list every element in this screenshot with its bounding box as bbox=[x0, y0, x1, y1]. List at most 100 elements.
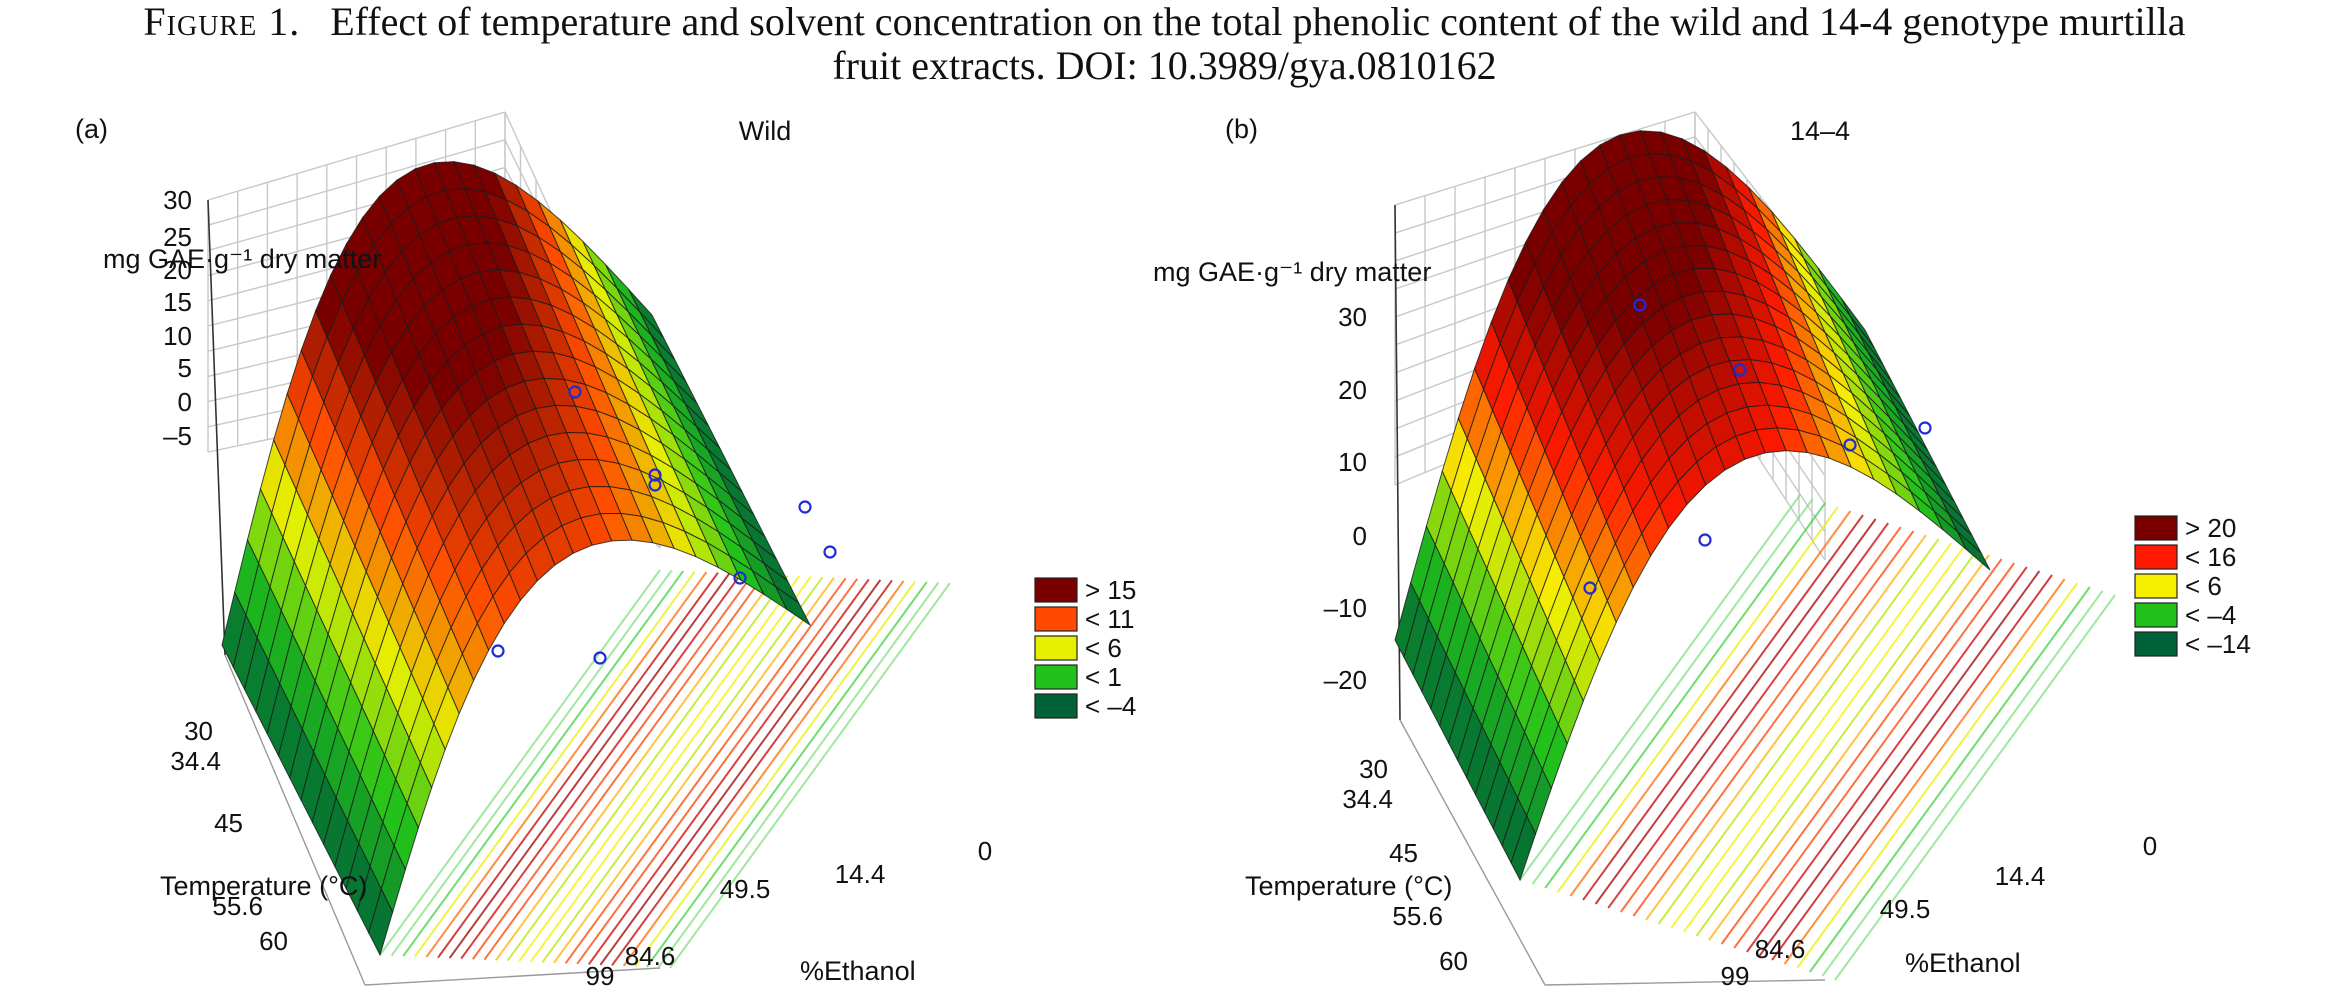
caption-line-1: Effect of temperature and solvent concen… bbox=[330, 0, 2186, 44]
panel-label: (a) bbox=[75, 114, 108, 144]
observed-point bbox=[568, 385, 582, 399]
z-tick-label: 5 bbox=[178, 353, 192, 383]
contour-line bbox=[599, 579, 882, 966]
legend-label: < 6 bbox=[2185, 571, 2222, 601]
legend-swatch bbox=[1034, 693, 1078, 719]
temperature-tick-label: 45 bbox=[1389, 838, 1418, 868]
contour-line bbox=[1695, 550, 1978, 937]
contour-line bbox=[1808, 586, 2091, 973]
contour-line bbox=[448, 572, 731, 959]
legend-label: < 1 bbox=[1085, 662, 1122, 692]
z-tick-label: 0 bbox=[178, 387, 192, 417]
contour-line bbox=[657, 581, 940, 969]
ethanol-tick-label: 49.5 bbox=[1880, 894, 1931, 924]
contour-line bbox=[1783, 578, 2066, 965]
legend-swatch bbox=[1034, 664, 1078, 690]
contour-line bbox=[1645, 534, 1927, 921]
ethanol-tick-label: 14.4 bbox=[1995, 861, 2046, 891]
ethanol-tick-label: 84.6 bbox=[625, 941, 676, 971]
contour-line bbox=[576, 578, 859, 965]
contour-line bbox=[1682, 546, 1965, 933]
legend-swatch bbox=[1034, 577, 1078, 603]
contour-line bbox=[379, 569, 661, 956]
z-tick-label: –20 bbox=[1324, 665, 1367, 695]
contour-line bbox=[1796, 582, 2079, 969]
temperature-axis-line bbox=[1399, 719, 1546, 986]
contour-line bbox=[645, 581, 928, 968]
z-tick-label: –5 bbox=[163, 421, 192, 451]
temperature-tick-label: 34.4 bbox=[1342, 784, 1393, 814]
legend-label: < 16 bbox=[2185, 542, 2236, 572]
observed-point bbox=[648, 478, 662, 492]
contour-line bbox=[1733, 562, 2016, 949]
legend-label: < 11 bbox=[1085, 604, 1134, 634]
contour-line bbox=[437, 572, 719, 959]
contour-line bbox=[518, 575, 801, 962]
contour-line bbox=[611, 579, 893, 966]
contour-line bbox=[1720, 558, 2003, 945]
contour-line bbox=[1582, 514, 1864, 901]
legend-swatch bbox=[1034, 606, 1078, 632]
contour-line bbox=[402, 570, 685, 957]
contour-line bbox=[1544, 502, 1827, 889]
z-tick-label: –10 bbox=[1324, 593, 1367, 623]
observed-point bbox=[1733, 363, 1747, 377]
observed-point bbox=[733, 571, 747, 585]
z-tick-label: 0 bbox=[1353, 521, 1367, 551]
contour-line bbox=[471, 573, 754, 960]
temperature-axis-label: Temperature (°C) bbox=[160, 871, 367, 901]
contour-line bbox=[1569, 510, 1852, 897]
response-surface bbox=[1394, 130, 1991, 882]
contour-line bbox=[506, 575, 789, 962]
panel-genotype-14-4: (b) 14–4 30 20 10 0 –10 –20 mg GAE·g⁻¹ dry matte… bbox=[1153, 111, 2251, 991]
temperature-tick-label: 30 bbox=[184, 716, 213, 746]
legend-label: > 15 bbox=[1085, 575, 1136, 605]
z-tick-label: 30 bbox=[1338, 302, 1367, 332]
floor-contours bbox=[1519, 494, 2116, 981]
ethanol-tick-label: 49.5 bbox=[720, 874, 771, 904]
contour-line bbox=[1531, 498, 1814, 885]
z-tick-label: 25 bbox=[163, 222, 192, 252]
contour-line bbox=[587, 578, 870, 965]
observed-point bbox=[1583, 581, 1597, 595]
legend-swatch bbox=[2134, 602, 2178, 628]
caption-line-2: fruit extracts. DOI: 10.3989/gya.0810162 bbox=[832, 43, 1497, 88]
figure-caption: Figure 1. Effect of temperature and solve… bbox=[0, 0, 2329, 88]
observed-point bbox=[1918, 421, 1932, 435]
observed-point bbox=[1843, 438, 1857, 452]
contour-line bbox=[1771, 574, 2053, 961]
contour-line bbox=[413, 570, 696, 958]
contour-line bbox=[495, 574, 777, 961]
contour-line bbox=[541, 576, 824, 963]
contour-line bbox=[529, 576, 812, 963]
z-axis-label: mg GAE·g⁻¹ dry matter bbox=[1153, 257, 1431, 287]
ethanol-tick-label: 99 bbox=[586, 961, 615, 991]
panel-label: (b) bbox=[1225, 114, 1258, 144]
response-surface bbox=[221, 160, 812, 957]
contour-line bbox=[553, 577, 835, 964]
ethanol-tick-label: 14.4 bbox=[835, 859, 886, 889]
contour-line bbox=[669, 582, 951, 969]
observed-point bbox=[1633, 298, 1647, 312]
temperature-tick-label: 60 bbox=[259, 926, 288, 956]
ethanol-tick-label: 0 bbox=[2143, 831, 2157, 861]
panel-title: 14–4 bbox=[1790, 116, 1850, 146]
contour-line bbox=[1708, 554, 1990, 941]
observed-point bbox=[798, 500, 812, 514]
legend-swatch bbox=[1034, 635, 1078, 661]
contour-line bbox=[1519, 494, 1801, 881]
contour-line bbox=[1607, 522, 1890, 909]
contour-line bbox=[483, 574, 766, 961]
temperature-tick-label: 34.4 bbox=[170, 746, 221, 776]
contour-line bbox=[1594, 518, 1877, 905]
z-tick-label: 20 bbox=[1338, 375, 1367, 405]
contour-line bbox=[425, 571, 708, 958]
legend-swatch bbox=[2134, 544, 2178, 570]
observed-point bbox=[593, 651, 607, 665]
ethanol-tick-label: 0 bbox=[978, 836, 992, 866]
z-tick-label: 10 bbox=[163, 321, 192, 351]
ethanol-axis-label: %Ethanol bbox=[800, 956, 916, 986]
contour-line bbox=[1619, 526, 1902, 913]
contour-line bbox=[564, 577, 847, 964]
